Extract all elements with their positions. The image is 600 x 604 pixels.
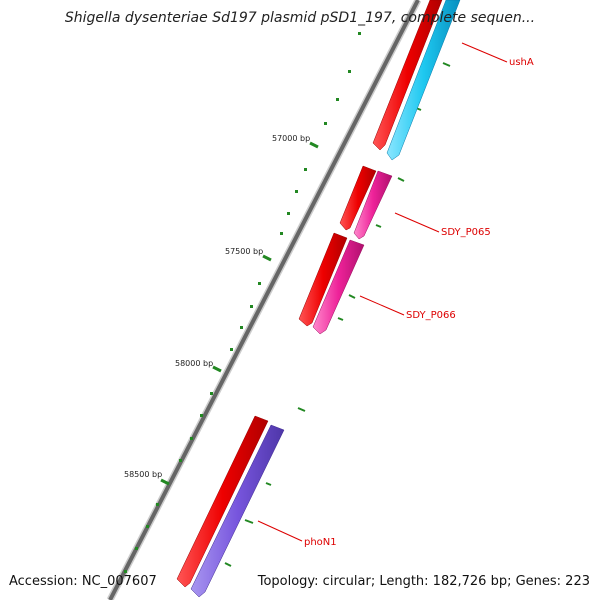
gene-label: phoN1 xyxy=(304,537,337,548)
tick-label: 57500 bp xyxy=(225,247,263,256)
gene-label: SDY_P065 xyxy=(441,227,491,238)
callout-ushA[interactable]: ushA xyxy=(461,42,534,68)
cds-block-2 xyxy=(339,165,377,231)
cds-features xyxy=(176,0,443,588)
accession-text: Accession: NC_007607 xyxy=(9,574,157,589)
gene-phoN1[interactable] xyxy=(190,424,285,598)
callout-phoN1[interactable]: phoN1 xyxy=(257,520,337,548)
tick-57500: 57500 bp xyxy=(225,247,272,262)
tick-label: 58000 bp xyxy=(175,359,213,368)
callout-SDY_P066[interactable]: SDY_P066 xyxy=(359,295,456,321)
gene-ushA[interactable] xyxy=(386,0,461,161)
plasmid-backbone xyxy=(108,0,420,601)
callout-line xyxy=(257,520,303,542)
map-title: Shigella dysenteriae Sd197 plasmid pSD1_… xyxy=(64,10,536,26)
gene-SDY_P065[interactable] xyxy=(353,170,393,240)
tick-58000: 58000 bp xyxy=(175,359,222,373)
minor-ticks xyxy=(124,32,361,573)
cds-block-3 xyxy=(298,232,348,327)
gene-label: SDY_P066 xyxy=(406,310,456,321)
callout-line xyxy=(394,212,440,233)
cds-block-1 xyxy=(372,0,443,151)
cds-block-4 xyxy=(176,415,269,588)
tick-58500: 58500 bp xyxy=(124,470,170,486)
inner-ticks xyxy=(224,39,451,567)
callout-line xyxy=(359,295,405,316)
topology-summary: Topology: circular; Length: 182,726 bp; … xyxy=(257,574,590,589)
tick-label: 57000 bp xyxy=(272,134,310,143)
tick-57000: 57000 bp xyxy=(272,134,319,149)
callout-line xyxy=(461,42,508,63)
gene-SDY_P066[interactable] xyxy=(312,239,365,335)
tick-label: 58500 bp xyxy=(124,470,162,479)
callout-SDY_P065[interactable]: SDY_P065 xyxy=(394,212,491,238)
gene-label: ushA xyxy=(509,57,534,68)
